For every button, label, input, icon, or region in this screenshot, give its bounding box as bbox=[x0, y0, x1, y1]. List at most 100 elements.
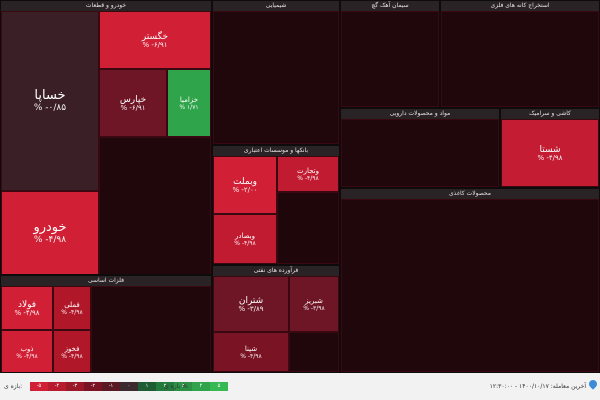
sector-title: بانکها و موسسات اعتباری bbox=[213, 146, 339, 156]
tile-kharis[interactable]: خپارس % -۶/۹۱ bbox=[99, 69, 167, 137]
sector-title: استخراج کانه های فلزی bbox=[441, 1, 599, 11]
tile-change: % -۴/۹۸ bbox=[16, 352, 38, 360]
tile-texture bbox=[442, 12, 598, 106]
tile-foolad[interactable]: فولاد % -۴/۹۸ bbox=[1, 286, 53, 330]
tile-name: وبملت bbox=[233, 176, 257, 187]
tile-shebriz[interactable]: شبریز % -۳/۹۸ bbox=[289, 276, 339, 332]
sector-title: فرآورده های نفتی bbox=[213, 266, 339, 276]
tile-vsader[interactable]: وبصادر % -۴/۹۸ bbox=[213, 214, 277, 264]
tile-name: فخوز bbox=[64, 344, 80, 353]
sector-title: محصولات کاغذی bbox=[341, 189, 599, 199]
tile-fakhooz[interactable]: فخوز % -۴/۹۸ bbox=[53, 330, 91, 372]
color-legend: -۵ -۴ -۳ -۲ -۱ ۰ ۱ ۲ ۳ ۴ ۵ bbox=[30, 382, 228, 391]
legend-swatch: ۰ bbox=[120, 382, 138, 391]
sector-title: شیمیایی bbox=[213, 1, 339, 11]
sector-oil[interactable]: فرآورده های نفتی شتران % -۳/۸۹ شبریز % -… bbox=[212, 265, 340, 373]
sector-cement[interactable]: سیمان آهک گچ bbox=[340, 0, 440, 108]
tile-change: % -۴/۹۸ bbox=[297, 174, 319, 182]
tile-texture bbox=[92, 287, 210, 372]
tile-group[interactable] bbox=[289, 332, 339, 372]
tile-shepna[interactable]: شپنا % -۴/۹۸ bbox=[213, 332, 289, 372]
tile-name: خزامیا bbox=[179, 95, 199, 104]
tile-name: خپارس bbox=[119, 94, 147, 105]
tile-name: شتران bbox=[238, 295, 264, 306]
sector-pharma[interactable]: مواد و محصولات دارویی bbox=[340, 108, 500, 188]
tile-change: % -۴/۹۸ bbox=[537, 153, 563, 162]
legend-swatch: ۱ bbox=[138, 382, 156, 391]
legend-label: بازه ی: bbox=[4, 383, 23, 390]
sector-banks[interactable]: بانکها و موسسات اعتباری وبملت % -۲/۰۰ وت… bbox=[212, 145, 340, 265]
tile-shasta[interactable]: شستا % -۴/۹۸ bbox=[501, 119, 599, 187]
tile-change: % -۴/۹۸ bbox=[240, 352, 262, 360]
tile-change: % -۴/۹۸ bbox=[61, 308, 83, 316]
tile-change: % ۱/۷۱ bbox=[179, 103, 199, 111]
tile-group[interactable] bbox=[91, 286, 211, 372]
tile-khodro[interactable]: خودرو % -۴/۹۸ bbox=[1, 191, 99, 274]
sector-mining[interactable]: استخراج کانه های فلزی bbox=[440, 0, 600, 108]
tile-change: % -۶/۹۱ bbox=[142, 40, 168, 49]
legend-footer: بازه ی: -۵ -۴ -۳ -۲ -۱ ۰ ۱ ۲ ۳ ۴ ۵ بازه … bbox=[0, 373, 600, 400]
sector-chemical[interactable]: شیمیایی bbox=[212, 0, 340, 145]
tile-change: % -۴/۹۸ bbox=[61, 352, 83, 360]
tile-change: % -۴/۹۸ bbox=[33, 235, 67, 245]
tile-texture bbox=[342, 120, 498, 186]
tile-vebmelat[interactable]: وبملت % -۲/۰۰ bbox=[213, 156, 277, 214]
legend-swatch: ۲ bbox=[156, 382, 174, 391]
tile-change: % -۴/۹۸ bbox=[14, 308, 40, 317]
tile-texture bbox=[342, 12, 438, 106]
tile-name: خودرو bbox=[33, 220, 67, 235]
tile-group[interactable] bbox=[341, 119, 499, 187]
legend-swatch: ۵ bbox=[210, 382, 228, 391]
sector-metals[interactable]: فلزات اساسی فولاد % -۴/۹۸ ذوب % -۴/۹۸ فم… bbox=[0, 275, 212, 373]
location-pin-icon[interactable] bbox=[587, 378, 599, 390]
legend-swatch: -۳ bbox=[66, 382, 84, 391]
tile-khsapa[interactable]: خساپا % -۰/۸۵ bbox=[1, 11, 99, 191]
tile-name: شپنا bbox=[244, 344, 258, 353]
tile-change: % -۳/۹۸ bbox=[303, 304, 325, 312]
last-update-text: آخرین معامله: ۱۴۰۰/۱۰/۱۷ - ۱۲:۳۰:۰۰ bbox=[489, 383, 586, 390]
sector-title: خودرو و قطعات bbox=[1, 1, 211, 11]
tile-name: وتجارت bbox=[297, 166, 319, 175]
tile-group[interactable] bbox=[213, 11, 339, 144]
tile-group[interactable] bbox=[99, 137, 211, 274]
tile-name: خساپا bbox=[34, 88, 66, 103]
legend-swatch: -۴ bbox=[48, 382, 66, 391]
tile-fameli[interactable]: فملی % -۴/۹۸ bbox=[53, 286, 91, 330]
tile-shatran[interactable]: شتران % -۳/۸۹ bbox=[213, 276, 289, 332]
tile-texture bbox=[342, 200, 598, 371]
tile-group[interactable] bbox=[341, 11, 439, 107]
tile-change: % -۴/۹۸ bbox=[234, 239, 256, 247]
legend-swatch: -۱ bbox=[102, 382, 120, 391]
tile-change: % -۳/۸۹ bbox=[238, 304, 264, 313]
market-treemap: خودرو و قطعات خساپا % -۰/۸۵ خودرو % -۴/۹… bbox=[0, 0, 600, 373]
tile-name: وبصادر bbox=[234, 231, 256, 240]
tile-vtejarat[interactable]: وتجارت % -۴/۹۸ bbox=[277, 156, 339, 192]
tile-texture bbox=[214, 12, 338, 143]
sector-misc[interactable]: محصولات کاغذی bbox=[340, 188, 600, 373]
legend-swatch: ۳ bbox=[174, 382, 192, 391]
tile-group[interactable] bbox=[341, 199, 599, 372]
tile-group[interactable] bbox=[441, 11, 599, 107]
tile-name: شبریز bbox=[305, 296, 323, 305]
sector-shasta[interactable]: کاشی و سرامیک شستا % -۴/۹۸ bbox=[500, 108, 600, 188]
sector-title: فلزات اساسی bbox=[1, 276, 211, 286]
tile-change: % -۲/۰۰ bbox=[232, 185, 258, 194]
tile-texture bbox=[100, 138, 210, 274]
tile-change: % -۰/۸۵ bbox=[33, 103, 67, 113]
sector-title: کاشی و سرامیک bbox=[501, 109, 599, 119]
tile-change: % -۶/۹۱ bbox=[120, 103, 146, 112]
sector-title: سیمان آهک گچ bbox=[341, 1, 439, 11]
tile-khgostar[interactable]: خگستر % -۶/۹۱ bbox=[99, 11, 211, 69]
tile-name: فولاد bbox=[17, 299, 37, 310]
tile-texture bbox=[290, 333, 338, 371]
legend-swatch: -۵ bbox=[30, 382, 48, 391]
sector-auto[interactable]: خودرو و قطعات خساپا % -۰/۸۵ خودرو % -۴/۹… bbox=[0, 0, 212, 275]
tile-name: ذوب bbox=[20, 344, 34, 353]
change-label: بازه ی % bbox=[164, 383, 188, 390]
tile-group[interactable] bbox=[277, 192, 339, 264]
tile-texture bbox=[278, 193, 338, 263]
legend-swatch: ۴ bbox=[192, 382, 210, 391]
tile-khazam[interactable]: خزامیا % ۱/۷۱ bbox=[167, 69, 211, 137]
tile-zob[interactable]: ذوب % -۴/۹۸ bbox=[1, 330, 53, 372]
tile-name: شستا bbox=[539, 144, 561, 155]
